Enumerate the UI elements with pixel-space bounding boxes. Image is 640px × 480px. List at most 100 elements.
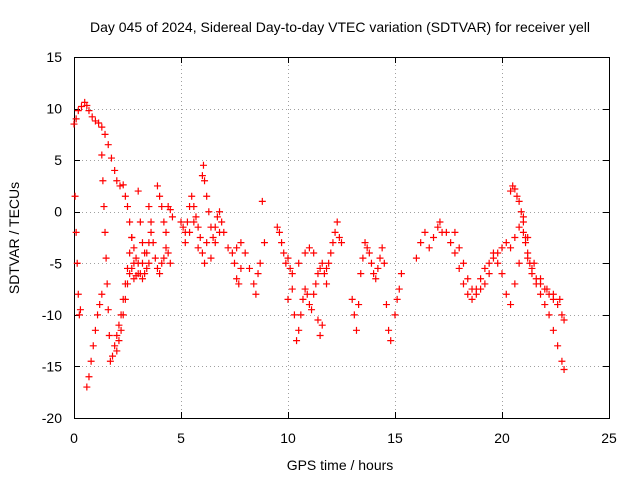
data-point	[370, 270, 378, 278]
data-point	[485, 259, 493, 267]
data-point	[160, 218, 168, 226]
data-point	[216, 208, 224, 216]
data-point	[166, 206, 174, 214]
data-point	[126, 270, 134, 278]
data-point	[273, 223, 281, 231]
data-point	[105, 331, 113, 339]
data-point	[115, 321, 123, 329]
x-tick-label: 25	[601, 430, 617, 446]
data-point	[502, 239, 510, 247]
data-point	[198, 172, 206, 180]
data-point	[126, 218, 134, 226]
data-point	[325, 259, 333, 267]
data-point	[194, 244, 202, 252]
data-point	[151, 254, 159, 262]
data-point	[198, 249, 206, 257]
data-points	[70, 98, 568, 391]
data-point	[164, 249, 172, 257]
data-point	[320, 270, 328, 278]
data-point	[134, 187, 142, 195]
data-point	[301, 249, 309, 257]
data-point	[199, 161, 207, 169]
data-point	[498, 270, 506, 278]
data-point	[455, 264, 463, 272]
data-point	[357, 270, 365, 278]
data-point	[117, 326, 125, 334]
data-point	[515, 197, 523, 205]
data-point	[348, 295, 356, 303]
data-point	[98, 290, 106, 298]
data-point	[447, 239, 455, 247]
data-point	[72, 115, 80, 123]
data-point	[318, 321, 326, 329]
data-point	[391, 311, 399, 319]
data-point	[70, 120, 78, 128]
data-point	[507, 301, 515, 309]
data-point	[524, 234, 532, 241]
data-point	[124, 280, 131, 288]
data-point	[160, 254, 168, 262]
data-point	[436, 218, 444, 226]
data-point	[143, 264, 151, 272]
data-point	[275, 228, 283, 236]
data-point	[412, 254, 420, 262]
data-point	[121, 192, 129, 200]
data-point	[314, 316, 322, 324]
data-point	[233, 275, 241, 283]
data-point	[162, 228, 170, 236]
y-tick-label: 5	[54, 152, 62, 168]
data-point	[295, 259, 303, 267]
data-point	[380, 259, 388, 267]
data-point	[376, 254, 384, 262]
data-point	[158, 259, 166, 267]
data-point	[128, 234, 136, 241]
data-point	[235, 280, 243, 288]
data-point	[417, 239, 425, 247]
data-point	[314, 270, 322, 278]
data-point	[361, 239, 369, 247]
y-tick-label: -15	[42, 358, 62, 374]
data-point	[310, 249, 318, 257]
data-point	[138, 275, 146, 283]
data-point	[477, 275, 485, 283]
data-point	[393, 295, 401, 303]
data-point	[106, 357, 114, 365]
data-point	[537, 290, 545, 298]
data-point	[293, 337, 301, 345]
x-tick-label: 0	[70, 430, 78, 446]
data-point	[502, 290, 510, 298]
y-tick-label: -10	[42, 307, 62, 323]
data-point	[111, 342, 119, 350]
y-tick-label: -20	[42, 410, 62, 426]
data-point	[121, 295, 129, 303]
data-point	[459, 280, 467, 288]
data-point	[464, 290, 472, 298]
data-point	[485, 270, 493, 278]
data-point	[179, 223, 187, 231]
data-point	[282, 259, 290, 267]
y-axis-label: SDTVAR / TECUs	[6, 182, 22, 294]
data-point	[245, 264, 253, 272]
data-point	[425, 244, 433, 252]
data-point	[71, 192, 79, 200]
data-point	[560, 366, 568, 374]
x-axis-label: GPS time / hours	[287, 457, 394, 473]
data-point	[124, 203, 131, 211]
data-point	[100, 203, 108, 211]
data-point	[153, 182, 161, 190]
data-point	[507, 244, 515, 252]
data-point	[158, 203, 166, 211]
data-point	[365, 249, 373, 257]
data-point	[103, 280, 111, 288]
data-point	[126, 249, 134, 257]
x-tick-label: 15	[387, 430, 403, 446]
data-point	[530, 259, 538, 267]
data-point	[327, 249, 335, 257]
data-point	[213, 213, 221, 221]
data-point	[87, 357, 95, 365]
data-point	[455, 244, 463, 252]
data-point	[323, 264, 331, 272]
data-point	[119, 181, 127, 189]
y-tick-label: 0	[54, 204, 62, 220]
data-point	[94, 311, 102, 319]
